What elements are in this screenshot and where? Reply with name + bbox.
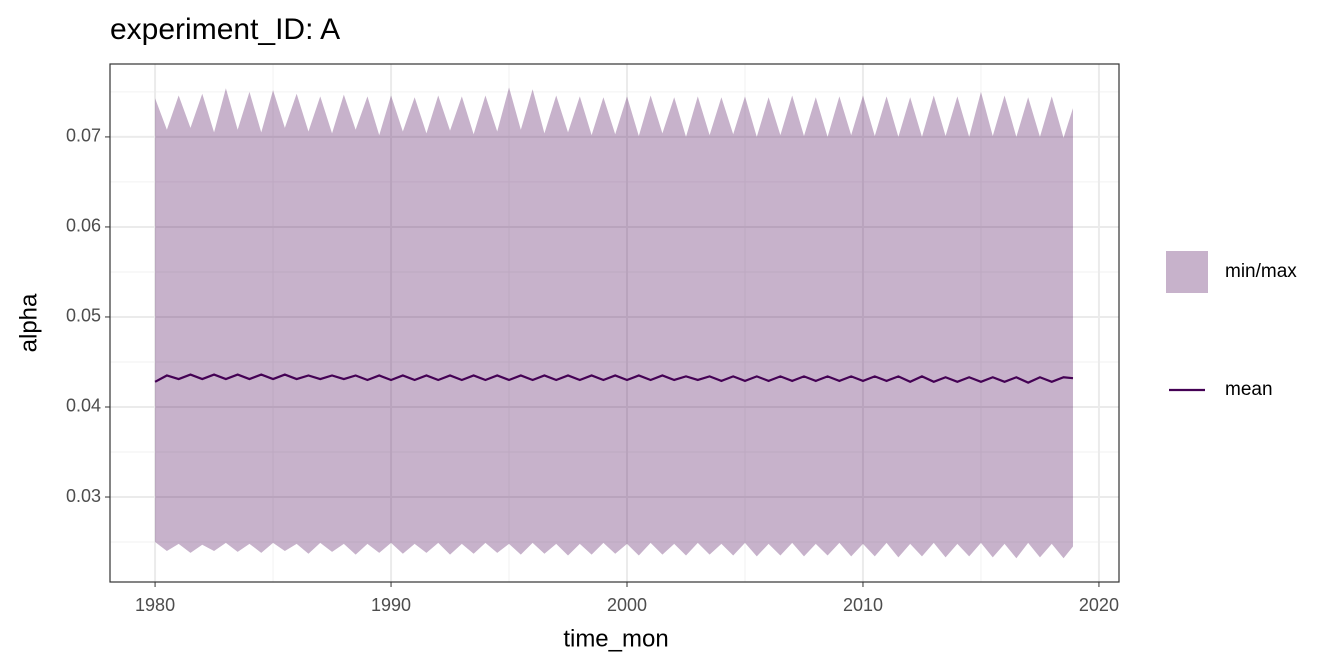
x-tick-label: 2010 <box>843 595 883 615</box>
plot-border <box>109 63 1120 583</box>
ribbon <box>155 87 1073 559</box>
x-tick-label: 1990 <box>371 595 411 615</box>
y-axis-title: alpha <box>15 293 42 352</box>
line <box>154 373 1074 384</box>
x-tick-label: 2020 <box>1079 595 1119 615</box>
x-axis-title: time_mon <box>563 625 668 652</box>
legend-label: min/max <box>1225 261 1297 282</box>
y-tick-label: 0.06 <box>66 216 101 236</box>
legend-label: mean <box>1225 379 1273 400</box>
y-tick-label: 0.07 <box>66 126 101 146</box>
x-tick-label: 2000 <box>607 595 647 615</box>
y-tick-label: 0.05 <box>66 306 101 326</box>
y-tick-label: 0.03 <box>66 486 101 506</box>
x-tick-label: 1980 <box>135 595 175 615</box>
chart-title: experiment_ID: A <box>110 13 340 46</box>
y-tick-label: 0.04 <box>66 396 101 416</box>
legend-swatch <box>1166 251 1208 293</box>
